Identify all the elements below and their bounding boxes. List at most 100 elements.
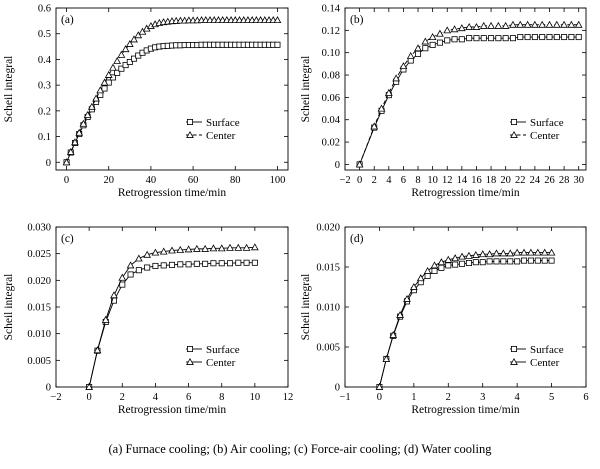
x-tick-label: 22 xyxy=(515,175,526,186)
data-point-surface xyxy=(527,257,534,264)
legend-marker-center xyxy=(186,130,194,138)
data-point-surface xyxy=(135,267,142,274)
y-tick-label: 0.14 xyxy=(322,4,341,15)
panel-label: (d) xyxy=(350,233,364,245)
data-point-center xyxy=(485,250,494,258)
y-tick-label: 0.030 xyxy=(27,223,51,234)
x-tick-label: 0 xyxy=(87,392,92,403)
data-point-center xyxy=(513,248,522,256)
legend-marker-center xyxy=(510,130,518,138)
data-point-center xyxy=(250,243,259,251)
data-point-surface xyxy=(119,281,126,288)
legend-label-surface: Surface xyxy=(530,117,564,129)
data-point-center xyxy=(83,110,92,118)
data-point-center xyxy=(382,354,391,362)
x-tick-label: 60 xyxy=(188,175,199,186)
data-point-center xyxy=(242,243,251,251)
x-tick-label: 16 xyxy=(471,175,482,186)
data-point-surface xyxy=(436,39,443,46)
data-point-center xyxy=(79,119,88,127)
data-point-center xyxy=(96,86,105,94)
y-tick-label: 0.12 xyxy=(322,26,340,37)
data-point-center xyxy=(538,20,547,28)
data-point-center xyxy=(66,147,75,155)
data-point-surface xyxy=(193,260,200,267)
data-point-center xyxy=(472,22,481,30)
data-point-surface xyxy=(202,260,209,267)
data-point-center xyxy=(396,310,404,318)
legend-marker-surface xyxy=(510,345,517,352)
data-point-center xyxy=(406,52,415,60)
y-tick-label: 0.10 xyxy=(322,48,340,59)
y-axis-title: Scheil integral xyxy=(3,274,15,341)
x-tick-label: 80 xyxy=(230,175,241,186)
data-point-center xyxy=(143,250,152,258)
x-tick-label: 1 xyxy=(411,392,416,403)
data-point-center xyxy=(101,315,110,323)
data-point-center xyxy=(471,250,480,258)
data-point-surface xyxy=(541,257,548,264)
y-tick-label: 0 xyxy=(335,160,340,171)
x-tick-label: 10 xyxy=(427,175,438,186)
data-point-center xyxy=(100,78,109,86)
data-point-center xyxy=(75,128,84,136)
data-point-surface xyxy=(539,34,546,41)
data-point-center xyxy=(389,330,398,338)
data-point-center xyxy=(416,274,425,282)
data-point-surface xyxy=(122,62,129,69)
data-point-surface xyxy=(445,262,452,269)
data-point-surface xyxy=(548,257,555,264)
figure-caption: (a) Furnace cooling; (b) Air cooling; (c… xyxy=(108,442,492,456)
data-point-center xyxy=(113,56,122,64)
data-point-center xyxy=(437,258,446,266)
data-point-center xyxy=(377,104,386,112)
x-tick-label: 4 xyxy=(515,392,521,403)
legend-label-center: Center xyxy=(206,357,236,369)
y-axis-title: Scheil integral xyxy=(300,56,312,123)
x-tick-label: 12 xyxy=(442,175,453,186)
chart-panel-2: −2 0 2 4 6 8 10 12 14 16 18 20 22 24 26 28 3000.020.040.… xyxy=(300,4,587,199)
data-point-center xyxy=(159,247,168,255)
y-tick-label: 0.08 xyxy=(322,71,340,82)
data-point-surface xyxy=(415,50,422,57)
y-tick-label: 0 xyxy=(46,383,51,394)
y-axis-title: Scheil integral xyxy=(3,56,15,123)
data-point-surface xyxy=(177,261,184,268)
data-point-surface xyxy=(488,35,495,42)
series-line-center xyxy=(378,252,552,388)
x-tick-label: 3 xyxy=(480,392,485,403)
panel-label: (c) xyxy=(61,233,74,245)
x-tick-label: 10 xyxy=(250,392,261,403)
x-tick-label: 20 xyxy=(500,175,511,186)
x-tick-label: 24 xyxy=(530,175,541,186)
data-point-surface xyxy=(534,257,541,264)
plot-frame xyxy=(55,7,289,171)
data-point-center xyxy=(530,20,539,28)
data-point-center xyxy=(62,158,71,166)
data-point-surface xyxy=(459,260,466,267)
data-point-center xyxy=(509,20,517,28)
data-point-center xyxy=(151,248,160,256)
data-point-surface xyxy=(114,69,121,76)
data-point-surface xyxy=(444,37,451,44)
x-axis-title: Retrogression time/min xyxy=(118,404,227,416)
x-tick-label: 0 xyxy=(357,175,362,186)
data-point-center xyxy=(273,16,282,24)
series-line-surface xyxy=(359,36,579,165)
x-tick-label: 6 xyxy=(583,392,588,403)
x-tick-label: 4 xyxy=(386,175,392,186)
x-tick-label: 0 xyxy=(64,175,69,186)
y-tick-label: 0 xyxy=(335,383,340,394)
data-point-center xyxy=(399,62,408,70)
x-tick-label: 6 xyxy=(401,175,406,186)
data-point-center xyxy=(134,31,143,39)
panel-label: (a) xyxy=(61,14,74,26)
x-tick-label: 8 xyxy=(219,392,224,403)
data-point-center xyxy=(540,248,549,256)
data-point-surface xyxy=(480,35,487,42)
data-point-surface xyxy=(126,59,133,66)
